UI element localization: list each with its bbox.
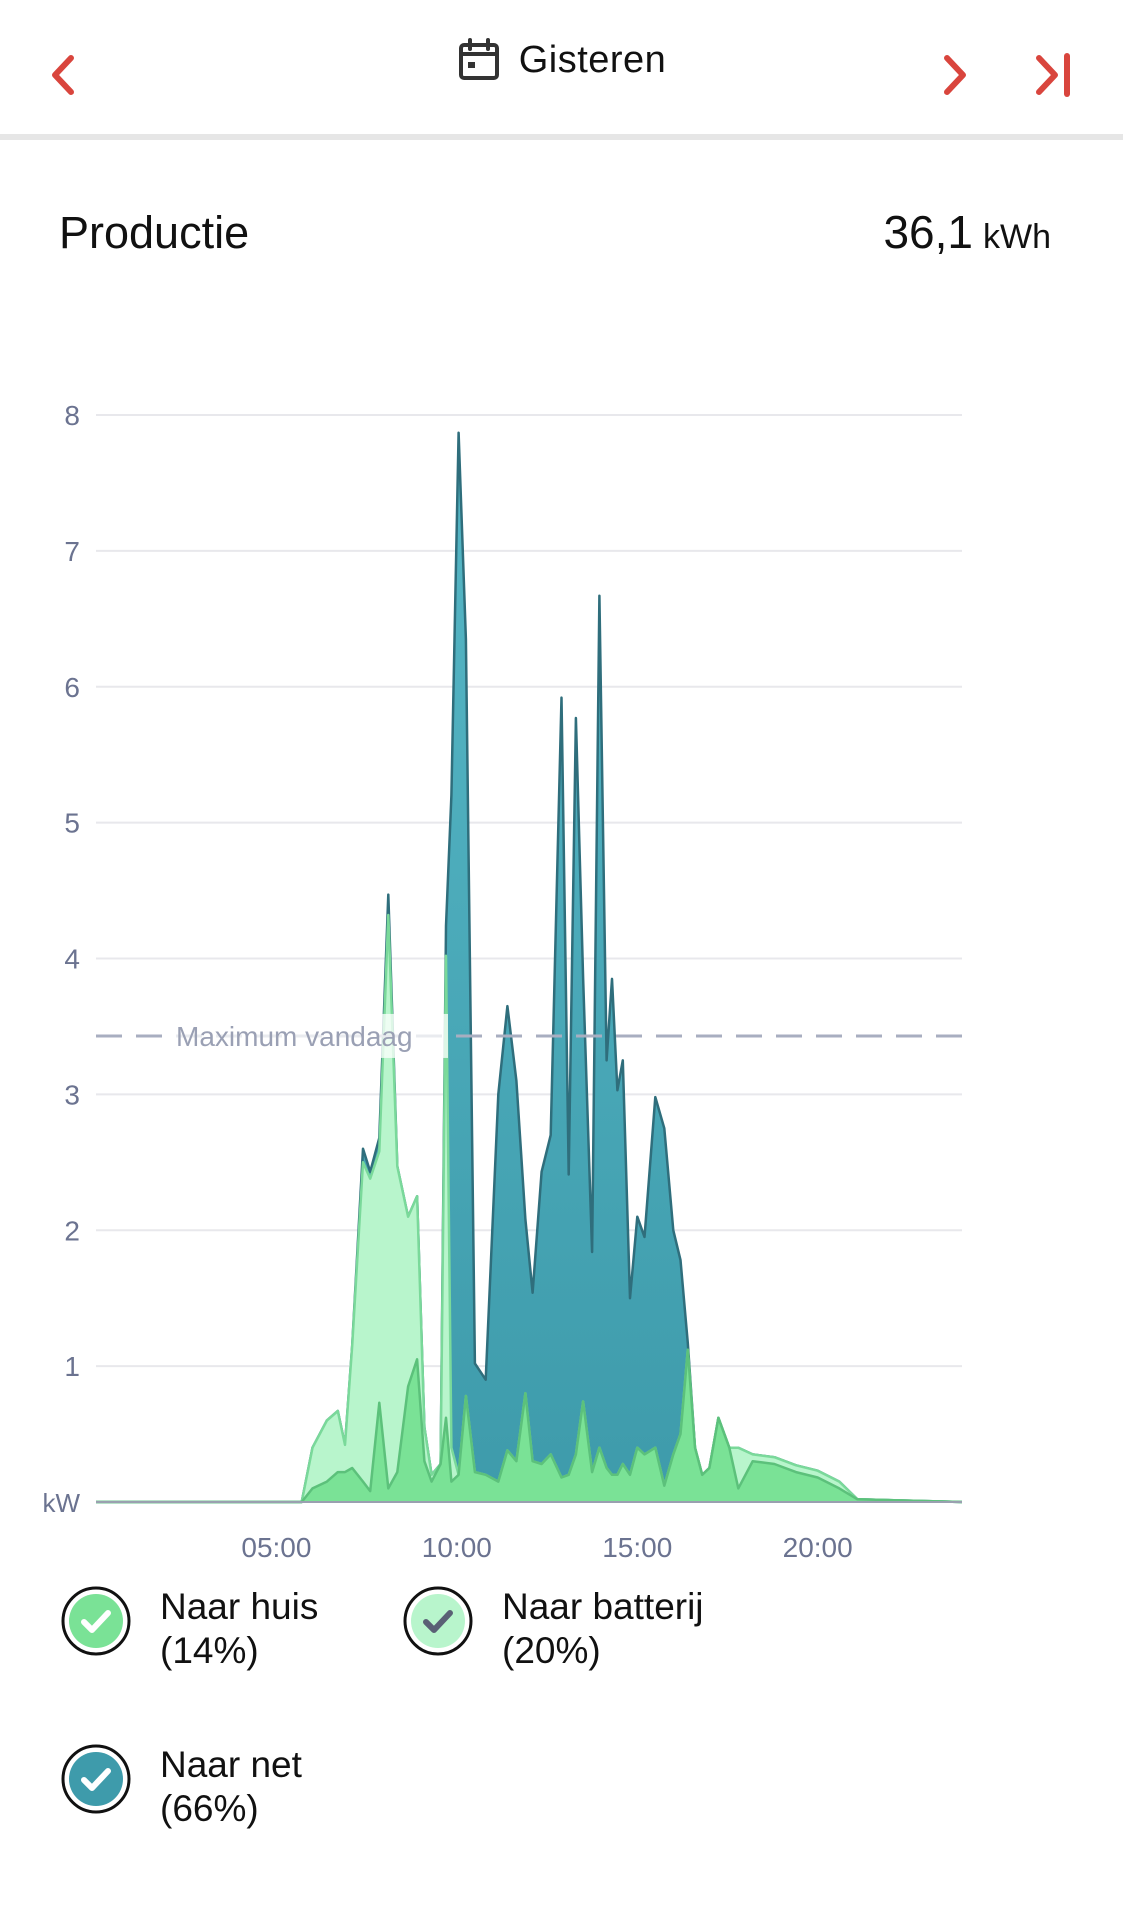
next-day-button[interactable] xyxy=(920,40,990,110)
legend-label: Naar huis xyxy=(160,1586,319,1627)
production-chart[interactable]: 1 2 3 4 5 6 7 8 Maximum vandaag kW 05:00 10:00 15… xyxy=(0,380,1123,1580)
y-tick-label: 6 xyxy=(64,672,80,703)
axes: kW 05:00 10:00 15:00 20:00 xyxy=(42,1488,962,1563)
legend-item-grid[interactable]: Naar net (66%) xyxy=(60,1743,302,1831)
series-area-home xyxy=(96,1349,962,1502)
reference-label: Maximum vandaag xyxy=(176,1021,413,1052)
series-area-grid xyxy=(96,432,962,1503)
date-label: Gisteren xyxy=(518,38,667,81)
legend-percentage: (66%) xyxy=(160,1788,259,1829)
last-day-button[interactable] xyxy=(1020,40,1090,110)
legend-item-battery[interactable]: Naar batterij (20%) xyxy=(402,1585,704,1673)
y-tick-label: 7 xyxy=(64,536,80,567)
y-tick-label: 4 xyxy=(64,944,80,975)
date-navigation-bar: Gisteren xyxy=(0,0,1123,140)
x-tick-label: 20:00 xyxy=(783,1532,853,1563)
max-today-reference: Maximum vandaag xyxy=(96,1013,962,1058)
check-circle-icon xyxy=(403,1586,473,1656)
y-tick-label: 8 xyxy=(64,400,80,431)
check-circle-icon xyxy=(61,1744,131,1814)
x-tick-label: 15:00 xyxy=(602,1532,672,1563)
chevron-right-icon xyxy=(944,55,966,95)
stacked-areas xyxy=(96,431,963,1504)
previous-day-button[interactable] xyxy=(28,40,98,110)
legend-label: Naar net xyxy=(160,1744,302,1785)
total-unit: kWh xyxy=(983,218,1051,256)
skip-to-end-icon xyxy=(1036,53,1070,97)
total-production: 36,1 kWh xyxy=(883,205,1051,259)
reference-label-background xyxy=(168,1013,448,1058)
page-title: Productie xyxy=(59,207,250,258)
x-tick-label: 10:00 xyxy=(422,1532,492,1563)
y-tick-label: 1 xyxy=(64,1351,80,1382)
legend-item-home[interactable]: Naar huis (14%) xyxy=(60,1585,318,1673)
calendar-icon xyxy=(458,38,499,80)
y-tick-label: 5 xyxy=(64,808,80,839)
legend-label: Naar batterij xyxy=(502,1586,704,1627)
legend-percentage: (14%) xyxy=(160,1630,259,1671)
y-unit-label: kW xyxy=(42,1488,80,1518)
date-picker-button[interactable]: Gisteren xyxy=(0,38,1123,82)
series-area-home-outline xyxy=(96,1348,963,1504)
total-value: 36,1 xyxy=(883,206,973,258)
y-tick-label: 3 xyxy=(64,1079,80,1110)
check-circle-icon xyxy=(61,1586,131,1656)
legend-percentage: (20%) xyxy=(502,1630,601,1671)
chevron-left-icon xyxy=(52,55,74,95)
y-tick-label: 2 xyxy=(64,1215,80,1246)
x-tick-label: 05:00 xyxy=(241,1532,311,1563)
